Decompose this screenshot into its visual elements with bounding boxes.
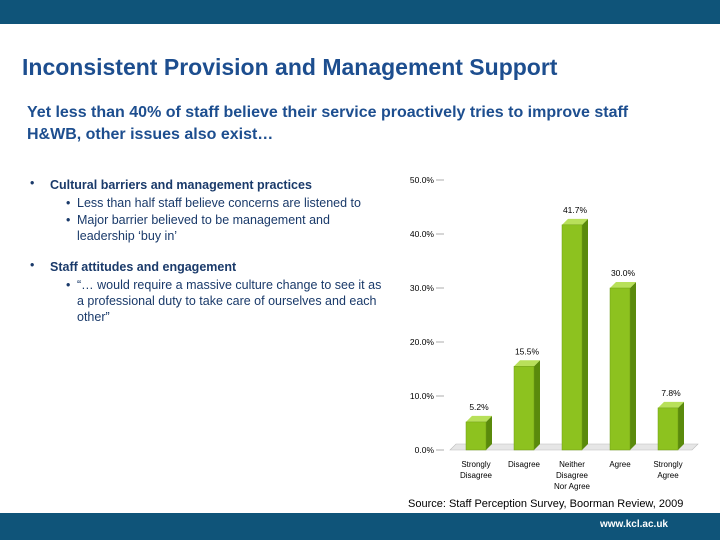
bar-top [562,218,588,225]
x-tick-label: Nor Agree [554,482,591,491]
bar-side [534,360,540,450]
top-brand-bar [0,0,720,24]
y-tick-label: 0.0% [415,445,435,455]
bar [513,366,535,451]
x-tick-label: Strongly [461,460,490,469]
bar [561,224,583,451]
bullet-heading: Staff attitudes and engagement [50,260,237,274]
sub-bullet: • Major barrier believed to be managemen… [50,212,390,244]
bullet-cultural-barriers: • Cultural barriers and management pract… [30,176,390,244]
bullet-staff-attitudes: • Staff attitudes and engagement • “… wo… [30,258,390,325]
sub-bullet-text: “… would require a massive culture chang… [77,278,382,324]
bullet-heading: Cultural barriers and management practic… [50,178,312,192]
bar-top [514,360,540,367]
x-tick-label: Neither [559,460,585,469]
sub-bullet-text: Major barrier believed to be management … [77,213,330,243]
slide-title: Inconsistent Provision and Management Su… [22,54,558,80]
bar-top [466,415,492,422]
x-tick-label: Agree [609,460,631,469]
bar-chart: 0.0% 10.0% 20.0% 30.0% 40.0% 50.0% 5.2% Strongl… [410,175,699,491]
data-label: 30.0% [611,268,636,278]
bar-top [610,282,636,288]
data-label: 5.2% [469,402,489,412]
bar-top [658,401,684,408]
sub-bullet: • “… would require a massive culture cha… [50,277,390,325]
bar [465,421,487,451]
slide-subtitle: Yet less than 40% of staff believe their… [27,104,629,143]
bar-side [582,218,588,450]
y-tick-label: 20.0% [410,337,435,347]
bottom-brand-bar: www.kcl.ac.uk [0,513,720,540]
y-tick-label: 10.0% [410,391,435,401]
y-tick-label: 30.0% [410,283,435,293]
bar-side [630,282,636,450]
y-tick-label: 50.0% [410,175,435,185]
bar-side [486,415,492,450]
sub-bullet-dot-icon: • [66,196,71,210]
x-tick-label: Disagree [556,471,589,480]
source-caption: Source: Staff Perception Survey, Boorman… [408,498,684,510]
sub-bullet-text: Less than half staff believe concerns ar… [77,196,361,210]
footer-url: www.kcl.ac.uk [600,519,668,530]
sub-bullet: • Less than half staff believe concerns … [50,195,390,211]
sub-bullet-dot-icon: • [66,213,71,227]
bullet-dot-icon: • [30,176,35,190]
y-tick-label: 40.0% [410,229,435,239]
x-tick-label: Agree [657,471,679,480]
bullet-list: • Cultural barriers and management pract… [30,176,390,339]
chart-panel: 0.0% 10.0% 20.0% 30.0% 40.0% 50.0% 5.2% Strongl… [392,156,716,511]
bullet-dot-icon: • [30,258,35,272]
bar [609,287,631,451]
data-label: 41.7% [563,205,588,215]
bar-side [678,401,684,450]
data-label: 15.5% [515,346,540,356]
sub-bullet-dot-icon: • [66,278,71,292]
data-label: 7.8% [661,388,681,398]
x-tick-label: Disagree [460,471,493,480]
x-tick-label: Strongly [653,460,682,469]
bar [657,407,679,451]
x-tick-label: Disagree [508,460,541,469]
